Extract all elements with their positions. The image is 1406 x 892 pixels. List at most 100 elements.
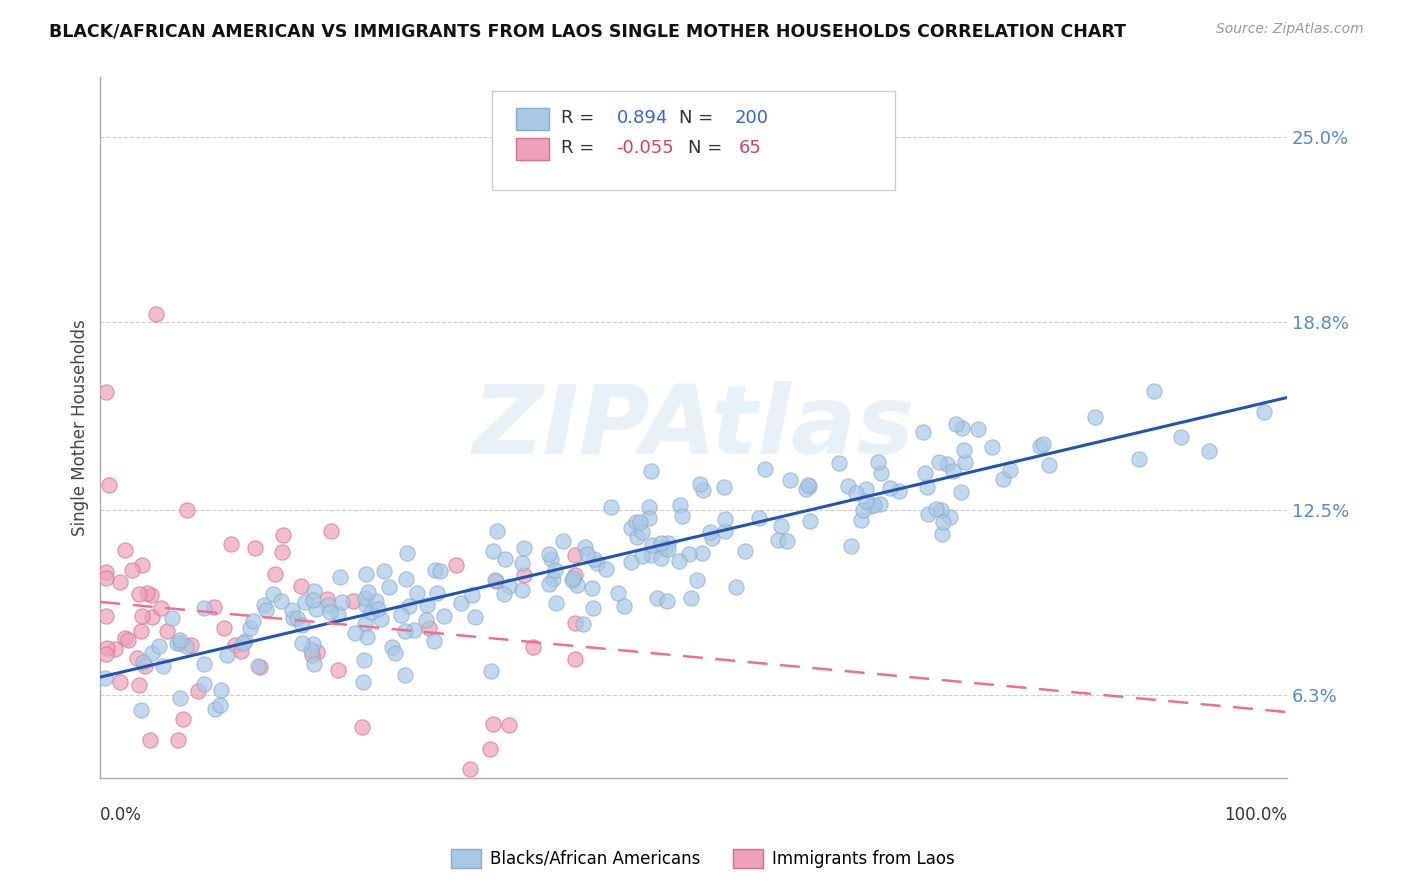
- Point: [498, 717, 520, 731]
- Point: [193, 657, 215, 671]
- Point: [513, 541, 536, 556]
- Point: [955, 455, 977, 469]
- Point: [395, 572, 418, 586]
- Point: [581, 581, 603, 595]
- Point: [446, 558, 468, 573]
- Point: [797, 478, 820, 492]
- Point: [769, 518, 792, 533]
- Point: [202, 600, 225, 615]
- Point: [879, 481, 901, 495]
- Point: [353, 617, 375, 632]
- Point: [912, 425, 935, 439]
- Point: [668, 554, 690, 568]
- Y-axis label: Single Mother Households: Single Mother Households: [72, 319, 89, 536]
- Point: [928, 455, 950, 469]
- Point: [583, 552, 606, 566]
- Point: [307, 645, 329, 659]
- Point: [482, 543, 505, 558]
- Point: [249, 659, 271, 673]
- Point: [128, 678, 150, 692]
- Point: [176, 503, 198, 517]
- Point: [141, 610, 163, 624]
- Point: [291, 617, 314, 632]
- Point: [565, 577, 588, 591]
- Point: [657, 536, 679, 550]
- Point: [606, 586, 628, 600]
- Text: 0.0%: 0.0%: [100, 806, 142, 824]
- Point: [152, 659, 174, 673]
- Point: [855, 494, 877, 508]
- Point: [797, 479, 820, 493]
- FancyBboxPatch shape: [516, 108, 548, 130]
- Point: [837, 479, 859, 493]
- Point: [360, 605, 382, 619]
- Point: [482, 717, 505, 731]
- Point: [174, 639, 197, 653]
- Point: [561, 573, 583, 587]
- Point: [263, 566, 285, 581]
- Point: [641, 538, 664, 552]
- Point: [396, 546, 419, 560]
- Point: [356, 630, 378, 644]
- Point: [981, 440, 1004, 454]
- Point: [169, 691, 191, 706]
- Text: 0.894: 0.894: [616, 109, 668, 127]
- Point: [498, 579, 520, 593]
- Point: [330, 595, 353, 609]
- Text: R =: R =: [561, 109, 599, 127]
- Point: [510, 556, 533, 570]
- Point: [779, 473, 801, 487]
- Point: [450, 596, 472, 610]
- Point: [129, 703, 152, 717]
- Point: [353, 591, 375, 605]
- Point: [620, 521, 643, 535]
- Point: [699, 525, 721, 540]
- Point: [522, 640, 544, 655]
- Point: [108, 674, 131, 689]
- Point: [931, 527, 953, 541]
- Point: [134, 659, 156, 673]
- Point: [291, 636, 314, 650]
- Point: [866, 455, 889, 469]
- Point: [299, 643, 322, 657]
- Point: [364, 594, 387, 608]
- Point: [423, 563, 446, 577]
- Point: [131, 609, 153, 624]
- Point: [305, 602, 328, 616]
- Point: [799, 514, 821, 528]
- Point: [626, 530, 648, 544]
- Point: [631, 524, 654, 539]
- Legend: Blacks/African Americans, Immigrants from Laos: Blacks/African Americans, Immigrants fro…: [444, 842, 962, 875]
- Point: [544, 563, 567, 577]
- Point: [494, 552, 516, 566]
- Point: [114, 542, 136, 557]
- Point: [942, 464, 965, 478]
- Point: [631, 549, 654, 563]
- Point: [302, 583, 325, 598]
- Point: [254, 602, 277, 616]
- Point: [1128, 451, 1150, 466]
- Point: [613, 599, 636, 613]
- Point: [630, 515, 652, 529]
- Point: [915, 480, 938, 494]
- Point: [678, 547, 700, 561]
- Point: [766, 533, 789, 548]
- Point: [478, 741, 501, 756]
- Point: [302, 593, 325, 607]
- Point: [671, 509, 693, 524]
- Point: [270, 594, 292, 608]
- Point: [702, 531, 724, 545]
- Point: [776, 534, 799, 549]
- Point: [242, 614, 264, 628]
- Point: [212, 621, 235, 635]
- Point: [950, 421, 973, 435]
- Point: [93, 671, 115, 685]
- Point: [485, 574, 508, 588]
- Point: [650, 536, 672, 550]
- Point: [713, 480, 735, 494]
- Point: [510, 583, 533, 598]
- Point: [855, 483, 877, 497]
- Point: [945, 417, 967, 431]
- Point: [415, 598, 437, 612]
- Point: [998, 463, 1021, 477]
